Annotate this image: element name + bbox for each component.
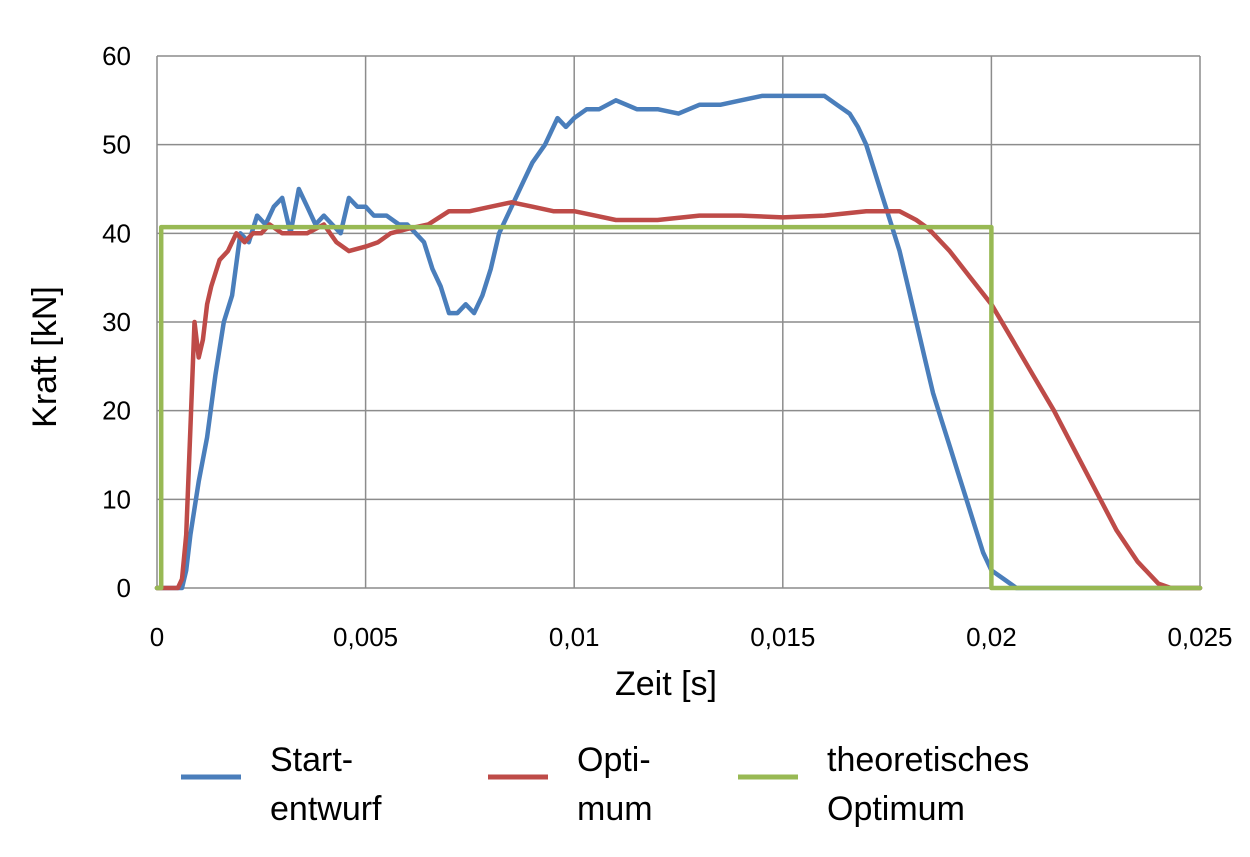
x-axis-title: Zeit [s]	[615, 665, 717, 703]
series-line-2	[154, 200, 1203, 591]
x-tick-label: 0,015	[750, 622, 815, 652]
y-tick-label: 30	[102, 307, 131, 337]
series-line-1	[154, 93, 1203, 591]
y-tick-label: 60	[102, 41, 131, 71]
x-tick-label: 0	[150, 622, 164, 652]
legend-label: mum	[577, 790, 653, 828]
x-tick-label: 0,02	[966, 622, 1017, 652]
y-axis-tick-labels: 0 10 20 30 40 50 60	[102, 41, 131, 603]
y-axis-title: Kraft [kN]	[26, 286, 64, 428]
x-axis-tick-labels: 0 0,005 0,01 0,015 0,02 0,025	[150, 622, 1233, 652]
y-tick-label: 40	[102, 218, 131, 248]
series-lines	[154, 93, 1203, 591]
legend-label: Optimum	[827, 790, 965, 828]
y-tick-label: 10	[102, 484, 131, 514]
series-line-3	[154, 224, 1203, 591]
y-tick-label: 20	[102, 396, 131, 426]
legend-label: theoretisches	[827, 741, 1029, 779]
legend-label: entwurf	[270, 790, 382, 828]
y-tick-label: 50	[102, 130, 131, 160]
y-tick-label: 0	[117, 573, 131, 603]
x-tick-label: 0,005	[333, 622, 398, 652]
legend-label: Opti-	[577, 741, 651, 779]
x-tick-label: 0,01	[549, 622, 600, 652]
x-tick-label: 0,025	[1167, 622, 1232, 652]
legend-label: Start-	[270, 741, 353, 779]
grid-lines	[156, 55, 1201, 589]
legend: Start-entwurf Opti-mum theoretisches Optimu…	[181, 741, 1029, 828]
